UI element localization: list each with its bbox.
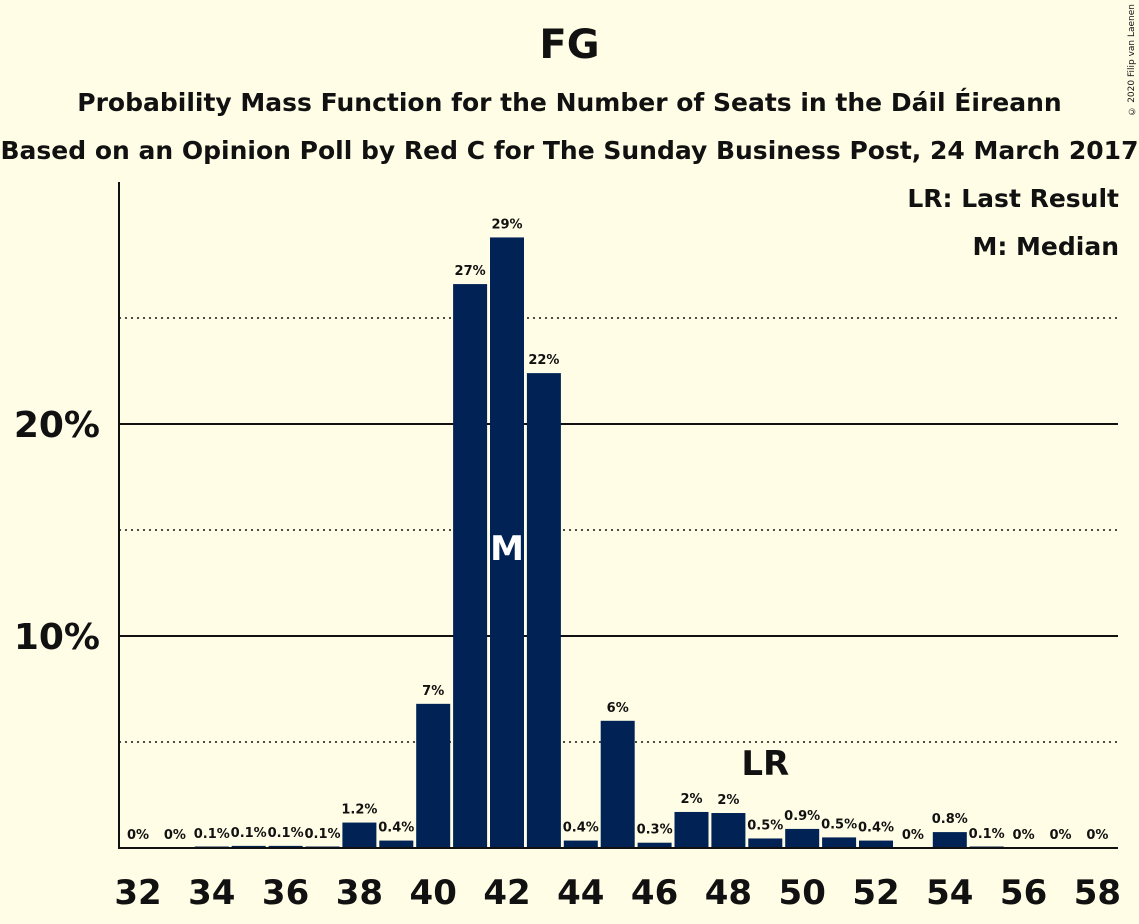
- bar-seat-36: [268, 845, 303, 848]
- x-tick-label: 44: [557, 873, 604, 913]
- data-label: 0.1%: [969, 827, 1005, 842]
- x-tick-label: 50: [779, 873, 826, 913]
- data-label: 6%: [607, 701, 629, 716]
- bar-seat-47: [674, 811, 709, 848]
- bar-seat-43: [526, 373, 561, 848]
- bar-seat-44: [563, 840, 598, 848]
- x-tick-label: 46: [631, 873, 678, 913]
- data-label: 0.1%: [268, 826, 304, 841]
- median-marker: M: [490, 529, 524, 569]
- x-tick-label: 58: [1074, 873, 1121, 913]
- data-label: 27%: [455, 264, 486, 279]
- chart-source: Based on an Opinion Poll by Red C for Th…: [0, 136, 1139, 165]
- x-tick-label: 42: [483, 873, 530, 913]
- bar-seat-50: [785, 828, 820, 848]
- x-tick-label: 48: [705, 873, 752, 913]
- x-tick-label: 56: [1000, 873, 1047, 913]
- bar-seat-39: [379, 840, 414, 848]
- bar-seat-41: [453, 284, 488, 849]
- data-label: 0.1%: [194, 827, 230, 842]
- chart-title: FG: [539, 22, 600, 68]
- data-label: 0.4%: [858, 821, 894, 836]
- bar-seat-42: [490, 237, 524, 848]
- data-label: 0%: [127, 828, 149, 843]
- data-label: 0%: [1049, 828, 1071, 843]
- data-label: 0.4%: [378, 821, 414, 836]
- data-label: 0%: [1086, 828, 1108, 843]
- data-label: 7%: [422, 684, 444, 699]
- last-result-marker: LR: [741, 744, 789, 784]
- bar-seat-46: [637, 842, 672, 848]
- data-label: 0.3%: [637, 823, 673, 838]
- data-label: 2%: [717, 793, 739, 808]
- x-tick-label: 36: [262, 873, 309, 913]
- bar-seat-54: [932, 832, 967, 848]
- x-tick-label: 38: [336, 873, 383, 913]
- data-label: 29%: [491, 217, 522, 232]
- data-label: 0.1%: [304, 827, 340, 842]
- data-label: 1.2%: [341, 803, 377, 818]
- x-tick-label: 34: [188, 873, 235, 913]
- bar-seat-35: [231, 845, 266, 848]
- data-label: 0.8%: [932, 812, 968, 827]
- x-tick-label: 52: [852, 873, 899, 913]
- data-label: 0.5%: [747, 818, 783, 833]
- legend-median: M: Median: [972, 232, 1119, 261]
- data-label: 0.9%: [784, 809, 820, 824]
- bar-seat-49: [748, 838, 783, 848]
- bar-seat-51: [822, 837, 857, 848]
- chart-subtitle: Probability Mass Function for the Number…: [77, 88, 1062, 117]
- bar-seat-48: [711, 813, 746, 848]
- y-tick-label: 20%: [14, 405, 100, 446]
- x-tick-label: 32: [114, 873, 161, 913]
- legend-last-result: LR: Last Result: [907, 184, 1119, 213]
- bar-seat-45: [600, 720, 635, 848]
- data-label: 0%: [1013, 828, 1035, 843]
- bar-seat-52: [859, 840, 893, 848]
- data-label: 0.1%: [231, 826, 267, 841]
- x-tick-label: 54: [926, 873, 973, 913]
- bar-seat-40: [416, 703, 451, 848]
- y-tick-label: 10%: [14, 617, 100, 658]
- data-label: 0.4%: [563, 821, 599, 836]
- data-label: 0%: [902, 828, 924, 843]
- bar-seat-38: [342, 822, 377, 848]
- data-label: 22%: [528, 353, 559, 368]
- data-label: 2%: [680, 792, 702, 807]
- x-tick-label: 40: [410, 873, 457, 913]
- data-label: 0%: [164, 828, 186, 843]
- data-label: 0.5%: [821, 817, 857, 832]
